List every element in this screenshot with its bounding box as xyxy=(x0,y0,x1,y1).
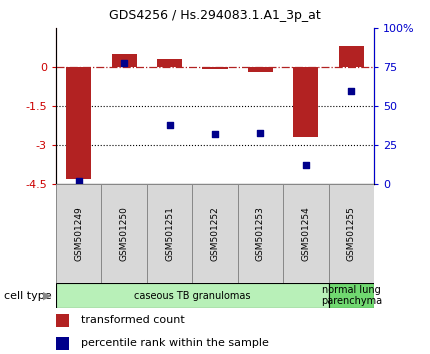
Bar xyxy=(157,59,182,67)
Bar xyxy=(329,283,374,308)
Text: GSM501249: GSM501249 xyxy=(74,206,83,261)
Text: caseous TB granulomas: caseous TB granulomas xyxy=(134,291,251,301)
Bar xyxy=(56,184,101,283)
Text: GSM501251: GSM501251 xyxy=(165,206,174,261)
Text: GSM501250: GSM501250 xyxy=(120,206,129,261)
Bar xyxy=(192,184,238,283)
Text: cell type: cell type xyxy=(4,291,52,301)
Text: GSM501252: GSM501252 xyxy=(211,206,219,261)
Bar xyxy=(283,184,329,283)
Text: percentile rank within the sample: percentile rank within the sample xyxy=(81,338,269,348)
Bar xyxy=(339,46,364,67)
Point xyxy=(75,178,82,184)
Bar xyxy=(329,184,374,283)
Bar xyxy=(56,314,69,327)
Bar xyxy=(56,337,69,350)
Text: GSM501253: GSM501253 xyxy=(256,206,265,261)
Text: GSM501255: GSM501255 xyxy=(347,206,356,261)
Bar xyxy=(147,184,192,283)
Text: ▶: ▶ xyxy=(43,291,52,301)
Point xyxy=(212,131,218,137)
Bar xyxy=(293,67,318,137)
Point xyxy=(348,88,355,93)
Bar xyxy=(56,283,329,308)
Bar xyxy=(112,54,137,67)
Bar xyxy=(101,184,147,283)
Point xyxy=(121,60,128,65)
Text: GDS4256 / Hs.294083.1.A1_3p_at: GDS4256 / Hs.294083.1.A1_3p_at xyxy=(109,10,321,22)
Text: normal lung
parenchyma: normal lung parenchyma xyxy=(321,285,382,307)
Point xyxy=(257,130,264,136)
Text: transformed count: transformed count xyxy=(81,315,185,325)
Point xyxy=(166,122,173,128)
Point xyxy=(302,162,309,168)
Bar xyxy=(248,67,273,73)
Bar xyxy=(203,67,227,69)
Bar xyxy=(66,67,91,179)
Text: GSM501254: GSM501254 xyxy=(301,206,310,261)
Bar xyxy=(238,184,283,283)
